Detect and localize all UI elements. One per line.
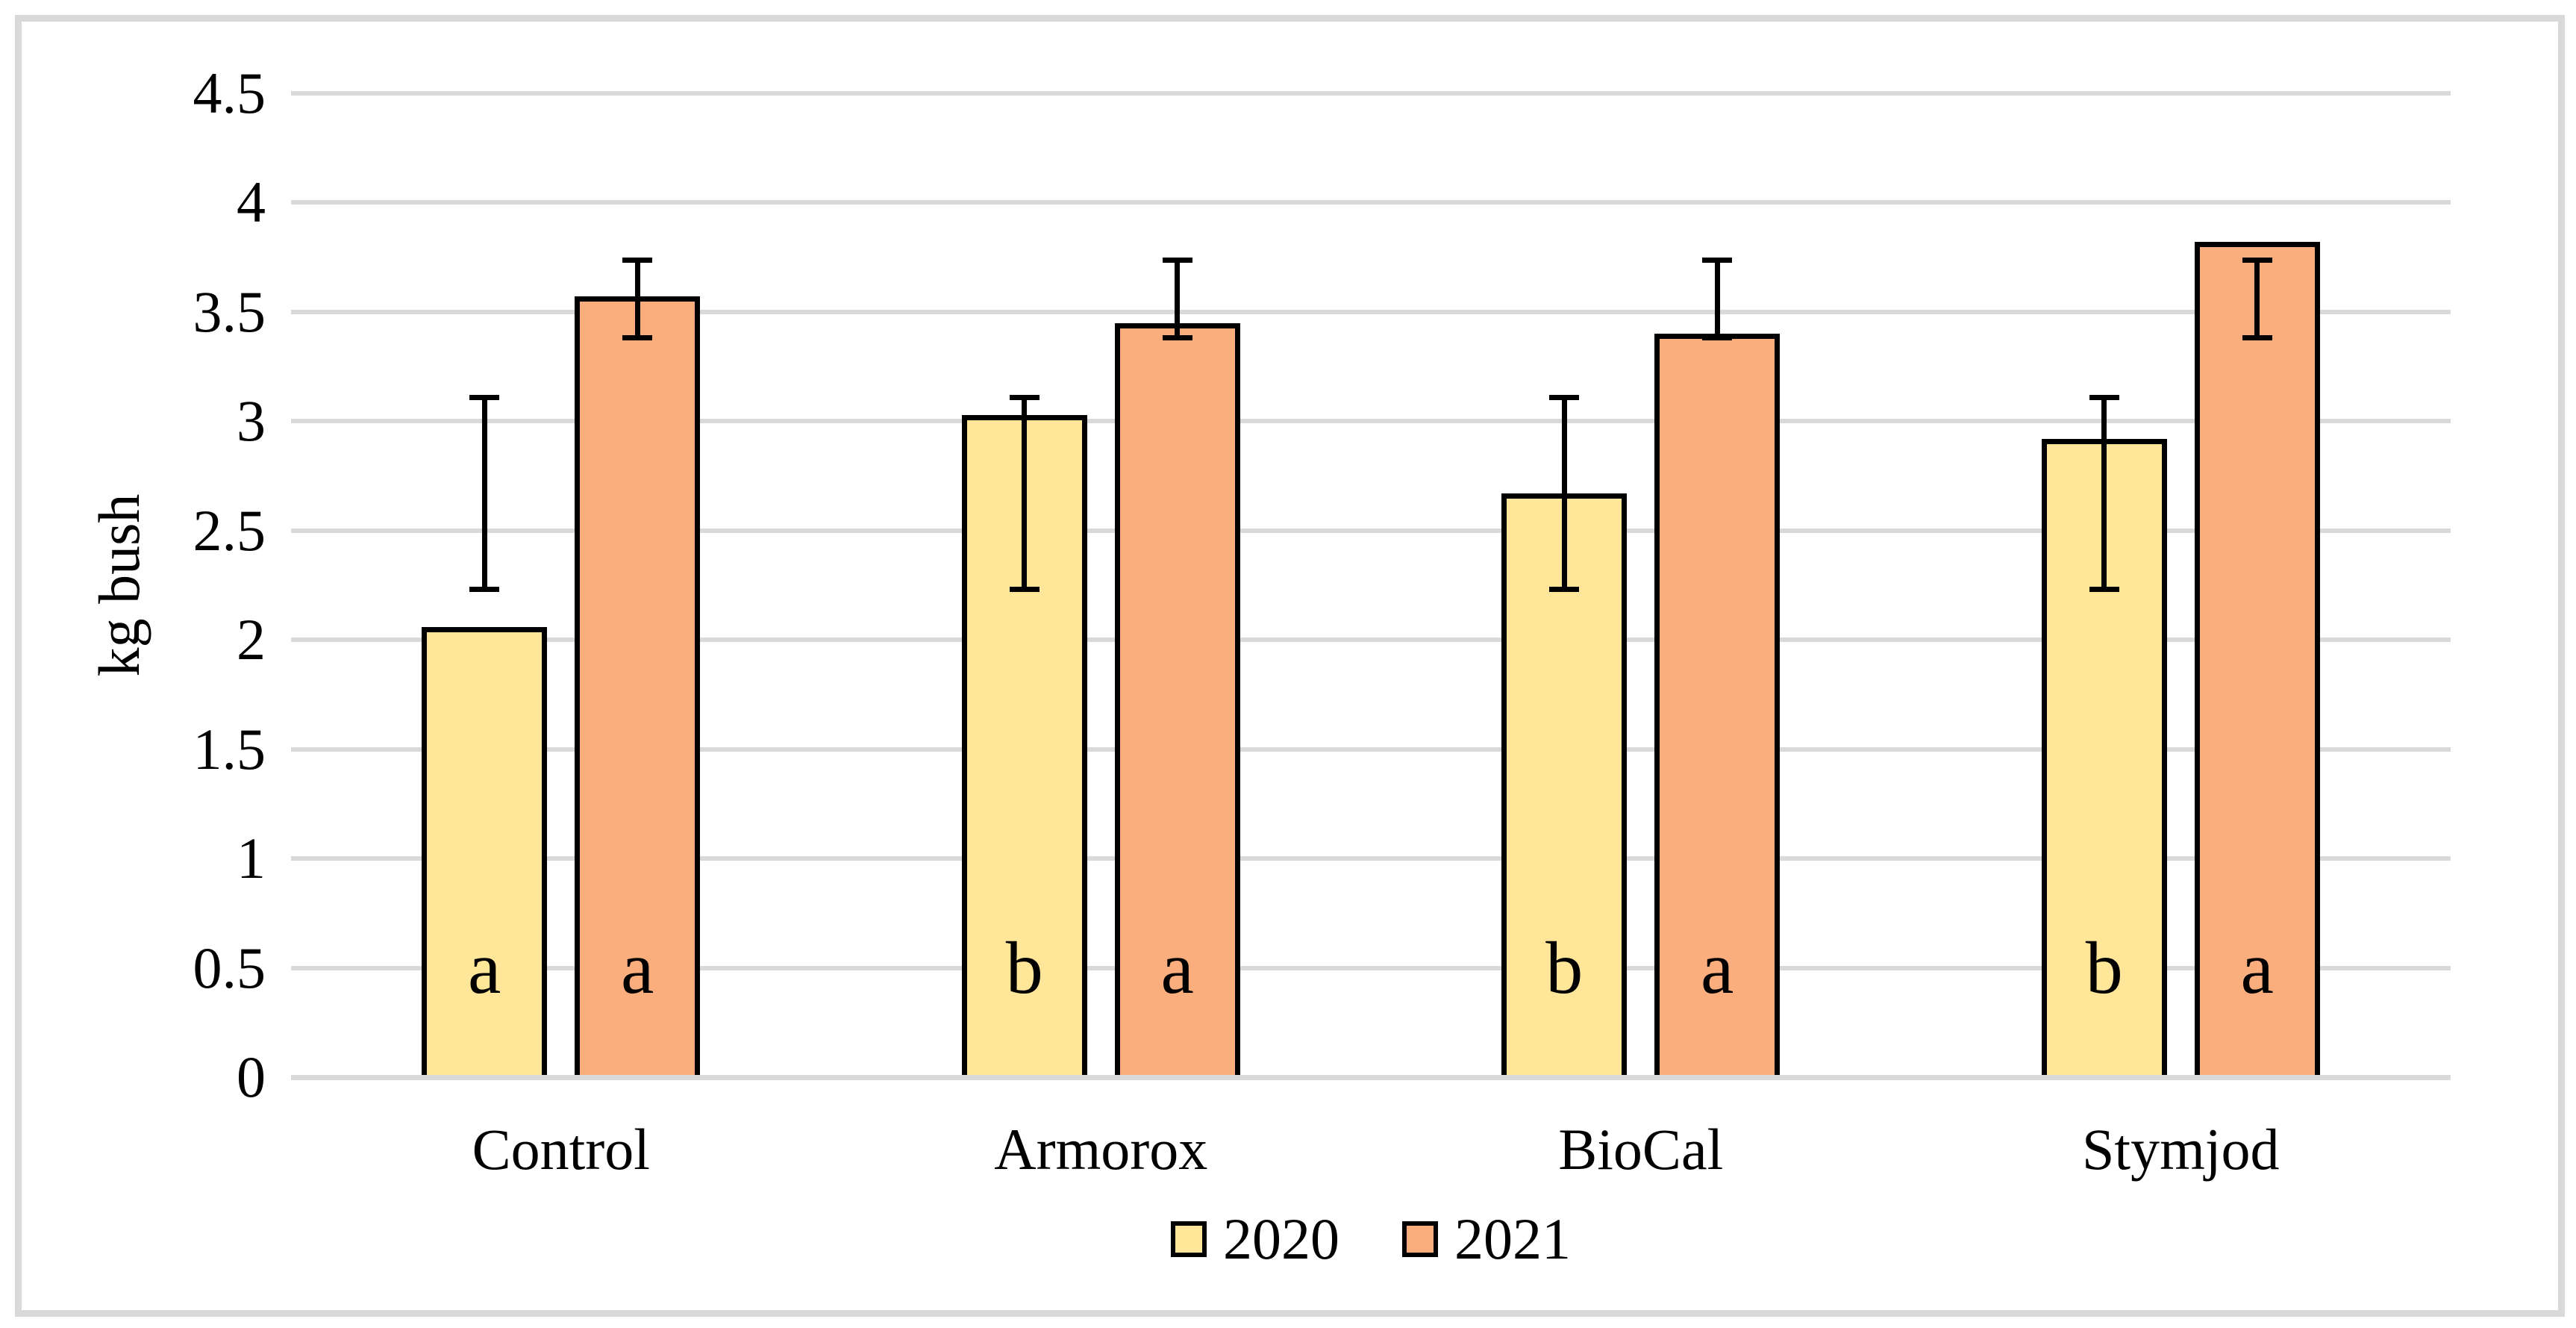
significance-letter-stymjod-2020: b bbox=[2085, 926, 2123, 1009]
significance-letter-control-2020: a bbox=[468, 926, 501, 1009]
y-tick-label-0.5: 0.5 bbox=[193, 935, 266, 1000]
legend-swatch-2020 bbox=[1171, 1221, 1207, 1257]
significance-letter-biocal-2020: b bbox=[1545, 926, 1584, 1009]
bar-control-2021 bbox=[575, 296, 701, 1077]
category-label-stymjod: Stymjod bbox=[2082, 1117, 2280, 1182]
error-bar-armorox-2021 bbox=[1175, 259, 1181, 339]
category-label-biocal: BioCal bbox=[1558, 1117, 1724, 1182]
error-bar-stymjod-2021 bbox=[2254, 259, 2260, 339]
y-tick-label-1: 1 bbox=[237, 826, 266, 891]
error-cap-bottom-stymjod-2020 bbox=[2089, 586, 2119, 592]
bar-control-2020 bbox=[422, 626, 548, 1077]
legend-item-2021: 2021 bbox=[1402, 1208, 1571, 1271]
error-cap-top-biocal-2020 bbox=[1549, 395, 1580, 401]
legend-label-2021: 2021 bbox=[1454, 1206, 1571, 1271]
legend-item-2020: 2020 bbox=[1171, 1208, 1339, 1271]
y-tick-label-4: 4 bbox=[237, 169, 266, 235]
significance-letter-control-2021: a bbox=[621, 926, 654, 1009]
y-tick-label-3: 3 bbox=[237, 388, 266, 454]
error-bar-biocal-2021 bbox=[1714, 259, 1720, 339]
significance-letter-stymjod-2021: a bbox=[2240, 926, 2274, 1009]
error-cap-top-armorox-2020 bbox=[1009, 395, 1040, 401]
error-cap-bottom-biocal-2021 bbox=[1702, 335, 1733, 341]
error-cap-top-control-2020 bbox=[469, 395, 500, 401]
bar-armorox-2021 bbox=[1114, 322, 1240, 1077]
gridline-4 bbox=[291, 200, 2451, 205]
category-label-control: Control bbox=[472, 1117, 650, 1182]
y-tick-label-2: 2 bbox=[237, 607, 266, 673]
error-cap-top-biocal-2021 bbox=[1702, 257, 1733, 263]
error-cap-top-armorox-2021 bbox=[1162, 257, 1192, 263]
error-cap-bottom-armorox-2021 bbox=[1162, 335, 1192, 341]
error-cap-bottom-biocal-2020 bbox=[1549, 586, 1580, 592]
error-cap-top-stymjod-2020 bbox=[2089, 395, 2119, 401]
legend: 2020 2021 bbox=[291, 1206, 2451, 1273]
error-cap-bottom-control-2021 bbox=[622, 335, 653, 341]
gridline-2.5 bbox=[291, 528, 2451, 533]
y-tick-label-3.5: 3.5 bbox=[193, 278, 266, 344]
category-label-armorox: Armorox bbox=[994, 1117, 1208, 1182]
y-tick-label-4.5: 4.5 bbox=[193, 60, 266, 125]
error-bar-control-2020 bbox=[481, 397, 487, 590]
error-bar-armorox-2020 bbox=[1022, 397, 1028, 590]
gridline-4.5 bbox=[291, 91, 2451, 96]
error-cap-top-control-2021 bbox=[622, 257, 653, 263]
error-bar-control-2021 bbox=[634, 259, 640, 339]
significance-letter-armorox-2021: a bbox=[1160, 926, 1194, 1009]
error-cap-bottom-armorox-2020 bbox=[1009, 586, 1040, 592]
x-axis-baseline bbox=[291, 1075, 2451, 1080]
bar-biocal-2021 bbox=[1654, 334, 1781, 1077]
y-tick-label-2.5: 2.5 bbox=[193, 497, 266, 563]
bar-stymjod-2020 bbox=[2041, 438, 2167, 1077]
legend-swatch-2021 bbox=[1402, 1221, 1438, 1257]
error-bar-biocal-2020 bbox=[1561, 397, 1567, 590]
gridline-3.5 bbox=[291, 309, 2451, 314]
gridline-3 bbox=[291, 419, 2451, 424]
error-cap-top-stymjod-2021 bbox=[2242, 257, 2272, 263]
gridline-1 bbox=[291, 856, 2451, 861]
significance-letter-biocal-2021: a bbox=[1701, 926, 1734, 1009]
error-cap-bottom-control-2020 bbox=[469, 586, 500, 592]
y-tick-label-1.5: 1.5 bbox=[193, 716, 266, 782]
error-bar-stymjod-2020 bbox=[2101, 397, 2107, 590]
error-cap-bottom-stymjod-2021 bbox=[2242, 335, 2272, 341]
legend-label-2020: 2020 bbox=[1223, 1206, 1339, 1271]
bar-stymjod-2021 bbox=[2194, 242, 2320, 1077]
y-tick-label-0: 0 bbox=[237, 1044, 266, 1109]
gridline-2 bbox=[291, 637, 2451, 643]
gridline-0.5 bbox=[291, 965, 2451, 970]
gridline-1.5 bbox=[291, 746, 2451, 752]
significance-letter-armorox-2020: b bbox=[1005, 926, 1043, 1009]
